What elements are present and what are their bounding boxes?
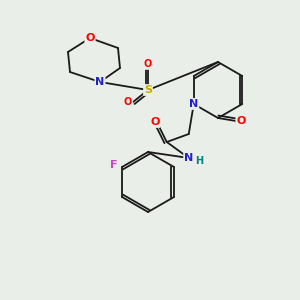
- Text: H: H: [195, 156, 203, 166]
- Text: O: O: [150, 117, 159, 127]
- Text: N: N: [189, 99, 198, 109]
- Text: O: O: [85, 33, 95, 43]
- Text: O: O: [236, 116, 246, 126]
- Text: O: O: [144, 59, 152, 69]
- Text: N: N: [184, 153, 194, 163]
- Text: F: F: [110, 160, 118, 170]
- Text: O: O: [124, 97, 132, 107]
- Text: N: N: [95, 77, 105, 87]
- Text: S: S: [144, 85, 152, 95]
